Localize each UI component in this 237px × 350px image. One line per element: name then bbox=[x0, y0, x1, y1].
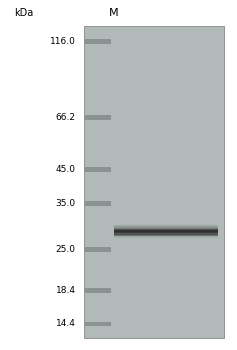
Bar bbox=[85, 288, 111, 293]
Bar bbox=[114, 225, 218, 226]
Bar bbox=[114, 224, 218, 225]
Text: 66.2: 66.2 bbox=[56, 113, 76, 122]
Bar bbox=[114, 231, 218, 232]
Bar bbox=[114, 228, 218, 229]
Bar bbox=[114, 237, 218, 238]
Bar bbox=[114, 230, 218, 231]
Bar bbox=[114, 236, 218, 237]
Text: M: M bbox=[109, 7, 118, 18]
Bar bbox=[114, 226, 218, 227]
Bar bbox=[114, 235, 218, 236]
Bar bbox=[85, 115, 111, 120]
Bar bbox=[114, 227, 218, 228]
Bar bbox=[114, 232, 218, 233]
Bar bbox=[114, 232, 218, 233]
Bar bbox=[114, 230, 218, 231]
Bar bbox=[85, 168, 111, 172]
Bar bbox=[114, 233, 218, 234]
Text: 116.0: 116.0 bbox=[50, 37, 76, 46]
Text: 14.4: 14.4 bbox=[56, 320, 76, 328]
Bar bbox=[85, 40, 111, 44]
Text: 25.0: 25.0 bbox=[56, 245, 76, 254]
Text: kDa: kDa bbox=[14, 7, 33, 18]
Bar bbox=[114, 234, 218, 235]
Bar bbox=[84, 26, 224, 338]
Bar bbox=[114, 229, 218, 230]
Bar bbox=[114, 229, 218, 230]
Bar bbox=[85, 247, 111, 252]
Bar bbox=[114, 227, 218, 228]
Bar bbox=[114, 238, 218, 239]
Bar bbox=[114, 231, 218, 232]
Bar bbox=[85, 202, 111, 206]
Bar bbox=[114, 228, 218, 229]
Bar bbox=[85, 322, 111, 326]
Text: 35.0: 35.0 bbox=[56, 199, 76, 208]
Text: 18.4: 18.4 bbox=[56, 286, 76, 295]
Text: 45.0: 45.0 bbox=[56, 165, 76, 174]
